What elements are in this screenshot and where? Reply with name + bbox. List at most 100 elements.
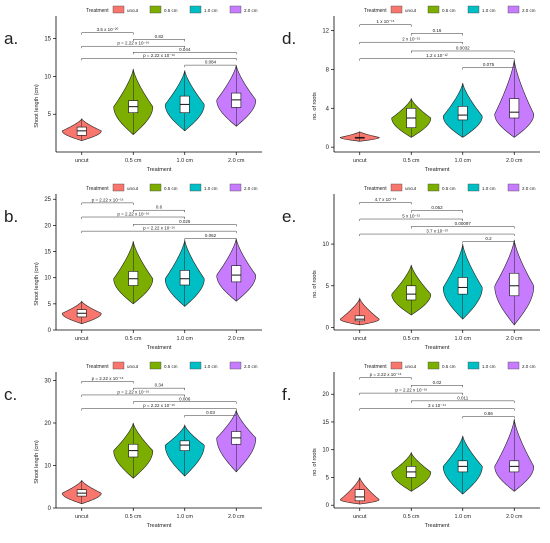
box — [179, 440, 190, 451]
legend: Treatment uncut 0.5 cm 1.0 cm 2.0 cm — [364, 183, 536, 192]
comparison-bracket — [184, 415, 237, 418]
comparison-label: 3.7 x 10⁻¹³ — [426, 229, 448, 234]
legend-entry: 0.5 cm — [442, 8, 456, 13]
comparison-label: p = 2.22 x 10⁻¹⁶ — [117, 389, 149, 394]
comparison-label: p = 2.22 x 10⁻¹⁶ — [117, 212, 149, 217]
comparison-bracket — [462, 67, 515, 70]
legend: Treatment uncut 0.5 cm 1.0 cm 2.0 cm — [364, 361, 536, 370]
legend-entry: 2.0 cm — [244, 364, 258, 369]
y-tick-label: 5 — [48, 112, 52, 118]
x-tick-label: 1.0 cm — [176, 158, 193, 164]
y-axis-title: no. of roots — [312, 270, 318, 298]
panel-5: e. Treatment uncut 0.5 cm 1.0 cm 2.0 cm 0 5 10 un… — [282, 183, 540, 351]
y-tick-label: 0 — [326, 325, 330, 331]
x-tick-label: 2.0 cm — [228, 158, 245, 164]
x-tick-label: 1.0 cm — [454, 158, 471, 164]
legend-swatch — [149, 183, 162, 192]
comparison-bracket — [133, 224, 237, 227]
legend-swatch — [112, 183, 125, 192]
comparison-label: 4.7 x 10⁻¹⁵ — [375, 197, 397, 202]
x-tick-label: uncut — [75, 158, 89, 164]
comparison-bracket — [133, 209, 185, 213]
y-tick-label: 5 — [48, 302, 52, 308]
comparison-bracket — [81, 394, 185, 397]
legend-entry: 2.0 cm — [244, 186, 258, 191]
comparison-bracket — [81, 202, 134, 205]
box — [457, 277, 468, 295]
legend-entry: 0.5 cm — [442, 364, 456, 369]
legend-swatch — [467, 361, 480, 370]
legend-entry: 2.0 cm — [244, 8, 258, 13]
comparison-label: p = 2.22 x 10⁻¹⁶ — [370, 372, 402, 377]
x-tick-label: 0.5 cm — [125, 514, 142, 520]
x-axis-title: Treatment — [425, 523, 450, 529]
y-tick-label: 10 — [44, 464, 51, 470]
comparison-label: 0.2 — [485, 236, 492, 241]
legend-entry: 1.0 cm — [482, 186, 496, 191]
comparison-bracket — [359, 392, 463, 396]
comparison-label: p = 2.22 x 10⁻¹⁶ — [143, 53, 175, 58]
y-tick-label: 10 — [322, 448, 329, 454]
x-tick-label: 2.0 cm — [228, 514, 245, 520]
comparison-bracket — [359, 202, 412, 205]
legend-swatch — [189, 361, 202, 370]
comparison-label: 0.03 — [206, 410, 215, 415]
legend-swatch — [427, 183, 440, 192]
comparison-bracket — [81, 381, 134, 384]
x-axis-title: Treatment — [147, 345, 172, 351]
y-tick-label: 0 — [326, 145, 330, 151]
legend-swatch — [229, 5, 242, 14]
panel-3: c. Treatment uncut 0.5 cm 1.0 cm 2.0 cm 0 10 20 3… — [4, 361, 262, 529]
x-tick-label: uncut — [75, 336, 89, 342]
y-tick-label: 0 — [48, 506, 52, 512]
legend-swatch — [467, 183, 480, 192]
comparison-bracket — [359, 218, 463, 222]
comparison-bracket — [462, 241, 515, 244]
comparison-bracket — [411, 50, 515, 53]
box — [509, 98, 520, 119]
legend-swatch — [390, 5, 403, 14]
comparison-label: 0.052 — [431, 205, 443, 210]
x-tick-label: 2.0 cm — [228, 336, 245, 342]
legend-title: Treatment — [364, 364, 387, 370]
legend-title: Treatment — [364, 8, 387, 14]
y-axis-title: Shoot length (cm) — [34, 84, 40, 128]
legend-entry: 0.5 cm — [164, 8, 178, 13]
comparison-bracket — [81, 230, 237, 234]
y-axis-title: no. of roots — [312, 448, 318, 476]
comparison-label: 1 x 10⁻¹⁵ — [377, 19, 395, 24]
comparison-bracket — [359, 233, 515, 237]
box — [179, 270, 190, 286]
legend-entry: uncut — [127, 364, 139, 369]
legend-entry: 1.0 cm — [204, 186, 218, 191]
comparison-bracket — [411, 400, 515, 403]
comparison-bracket — [359, 58, 515, 61]
legend-swatch — [427, 5, 440, 14]
comparison-label: 0.006 — [179, 396, 191, 401]
legend-title: Treatment — [364, 186, 387, 192]
panel-label: e. — [282, 207, 296, 226]
x-tick-label: 1.0 cm — [454, 514, 471, 520]
legend-swatch — [507, 361, 520, 370]
legend-entry: uncut — [405, 8, 417, 13]
legend-swatch — [229, 183, 242, 192]
legend-entry: uncut — [127, 186, 139, 191]
comparison-label: p = 2.22 x 10⁻¹⁶ — [92, 197, 124, 202]
legend-swatch — [390, 361, 403, 370]
panel-label: c. — [4, 385, 17, 404]
y-tick-label: 10 — [322, 242, 329, 248]
comparison-bracket — [411, 33, 463, 36]
comparison-label: 0.044 — [179, 47, 191, 52]
legend-entry: 1.0 cm — [204, 364, 218, 369]
comparison-label: 0.6 — [156, 205, 163, 210]
legend-swatch — [112, 5, 125, 14]
x-tick-label: 0.5 cm — [125, 158, 142, 164]
legend: Treatment uncut 0.5 cm 1.0 cm 2.0 cm — [86, 5, 258, 14]
y-tick-label: 10 — [44, 74, 51, 80]
y-tick-label: 30 — [44, 379, 51, 385]
panel-1: a. Treatment uncut 0.5 cm 1.0 cm 2.0 cm 5 10 15 u… — [4, 5, 262, 173]
comparison-label: p = 2.22 x 10⁻¹⁶ — [143, 226, 175, 231]
comparison-bracket — [184, 64, 237, 68]
legend-entry: 1.0 cm — [482, 364, 496, 369]
legend-swatch — [467, 5, 480, 14]
